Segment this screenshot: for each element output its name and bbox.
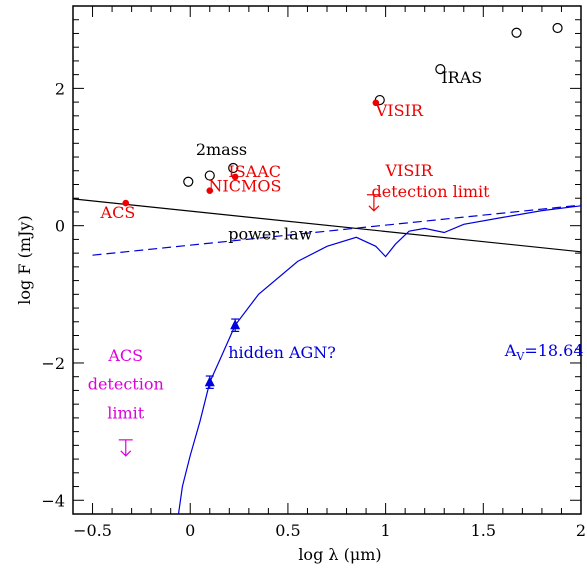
extinction-label-value: =18.64 xyxy=(524,341,583,360)
annotation-label: ACS xyxy=(107,346,143,365)
y-tick-label: 0 xyxy=(55,217,65,236)
x-tick-labels: −0.5 0 0.5 1 1.5 2 xyxy=(73,521,586,540)
extinction-label: AV=18.64 xyxy=(504,341,584,363)
open-circle-point xyxy=(228,162,239,174)
model-line xyxy=(177,205,581,514)
x-tick-label: 0.5 xyxy=(275,521,300,540)
filled-circle-point xyxy=(206,187,214,194)
annotation-label: VISIR xyxy=(384,161,433,180)
open-circle-point xyxy=(435,64,446,75)
x-tick-label: −0.5 xyxy=(73,521,112,540)
filled-circle-point xyxy=(231,173,239,181)
annotation-label: IRAS xyxy=(441,68,482,87)
extinction-label-subscript: V xyxy=(515,350,525,363)
x-tick-label: 1.5 xyxy=(471,521,496,540)
x-tick-label: 2 xyxy=(576,521,586,540)
upper-limit-arrow xyxy=(120,450,132,457)
filled-circle-point xyxy=(372,99,380,107)
annotation-label: ISAAC xyxy=(228,162,281,181)
annotation-label: VISIR xyxy=(375,101,424,120)
y-tick-label: 2 xyxy=(55,79,65,98)
model-line xyxy=(73,198,581,253)
open-circle-point xyxy=(183,176,194,187)
upper-limit-arrow xyxy=(368,205,380,212)
extinction-label-symbol: A xyxy=(504,341,517,360)
triangle-point xyxy=(204,376,215,387)
open-circle-point xyxy=(204,170,215,181)
series-layer xyxy=(73,22,581,514)
y-tick-label: −4 xyxy=(41,491,65,510)
x-tick-label: 1 xyxy=(381,521,391,540)
open-circle-point xyxy=(511,27,522,38)
annotation-label: ACS xyxy=(100,203,136,222)
annotation-label: 2mass xyxy=(196,140,247,159)
axis-ticks xyxy=(72,5,582,515)
annotation-label: limit xyxy=(107,404,145,423)
plot-frame xyxy=(72,5,582,515)
open-circle-point xyxy=(552,22,563,34)
y-tick-labels: −4 −2 0 2 xyxy=(41,79,65,510)
dashed-model-line xyxy=(92,204,581,256)
annotation-label: hidden AGN? xyxy=(228,343,336,362)
annotation-label: detection xyxy=(88,375,164,394)
y-axis-label: log F (mJy) xyxy=(15,215,34,304)
y-tick-label: −2 xyxy=(41,354,65,373)
x-tick-label: 0 xyxy=(185,521,195,540)
annotation-label: detection limit xyxy=(372,182,491,201)
annotation-label: NICMOS xyxy=(208,176,281,195)
triangle-point xyxy=(230,319,241,330)
x-axis-label: log λ (μm) xyxy=(298,545,381,564)
filled-circle-point xyxy=(122,199,130,207)
annotation-label: power law xyxy=(228,224,312,243)
